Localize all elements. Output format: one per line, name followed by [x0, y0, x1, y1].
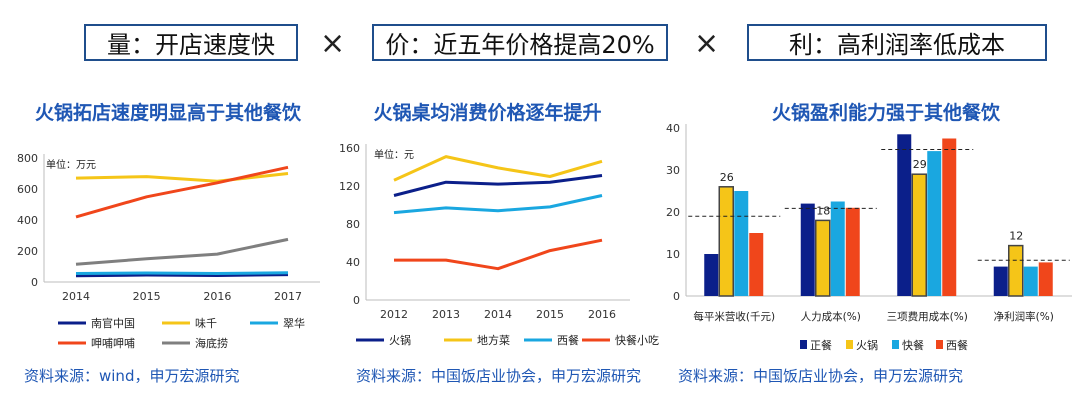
x-tick-label: 2015: [536, 308, 564, 321]
y-tick-label: 0: [31, 276, 38, 289]
series-line: [393, 174, 603, 197]
banner-price: 价：近五年价格提高20%: [372, 24, 668, 61]
x-tick-label: 净利润率(%): [994, 310, 1054, 323]
bar: [911, 173, 927, 297]
y-tick-label: 40: [346, 256, 360, 269]
y-tick-label: 40: [666, 122, 680, 135]
legend-label: 快餐: [902, 338, 924, 352]
banner-profit: 利：高利润率低成本: [747, 24, 1047, 61]
y-tick-label: 160: [339, 142, 360, 155]
bar: [749, 233, 764, 296]
chart-profitability: 0 10 20 30 40 26 每平米营收(千元) 18 人力成本(%) 29 三项费用成本(%)…: [666, 122, 1072, 352]
legend-label: 火锅: [389, 334, 411, 347]
series-line: [75, 165, 289, 219]
x-tick-label: 每平米营收(千元): [693, 310, 775, 323]
unit-label: 单位：元: [374, 148, 414, 161]
legend-label: 南官中国: [91, 316, 135, 330]
series-line: [75, 271, 289, 275]
y-tick-label: 0: [353, 294, 360, 307]
y-tick-label: 800: [17, 152, 38, 165]
chart-3-source: 资料来源：中国饭店业协会，申万宏源研究: [678, 367, 964, 385]
x-tick-label: 三项费用成本(%): [887, 310, 968, 323]
x-tick-label: 2015: [133, 290, 161, 303]
y-tick-label: 600: [17, 183, 38, 196]
bar: [1023, 266, 1038, 296]
bar: [1008, 244, 1024, 297]
bar: [942, 138, 957, 296]
chart-2-title: 火锅桌均消费价格逐年提升: [373, 102, 602, 124]
data-label: 12: [1009, 230, 1023, 243]
legend-swatch: [936, 340, 943, 349]
legend-swatch: [800, 340, 807, 349]
series-line: [75, 237, 289, 266]
bar: [1038, 262, 1053, 296]
bar: [815, 219, 831, 297]
times-icon: ×: [694, 26, 720, 61]
bar: [993, 266, 1008, 296]
x-tick-label: 人力成本(%): [801, 310, 861, 323]
legend-label: 地方菜: [477, 333, 510, 347]
chart-table-spend: 0 40 80 120 160 2012 2013 2014 2015 2016 单位：元火锅 地方菜…: [339, 142, 659, 347]
y-tick-label: 120: [339, 180, 360, 193]
data-label: 26: [720, 171, 734, 184]
legend-label: 快餐小吃: [615, 333, 659, 347]
data-label: 29: [913, 158, 927, 171]
series-line: [394, 238, 603, 271]
legend-label: 呷哺呷哺: [91, 337, 135, 350]
legend-label: 正餐: [810, 338, 832, 352]
bar: [897, 134, 912, 296]
legend-swatch: [892, 340, 899, 349]
x-tick-label: 2014: [62, 290, 90, 303]
bar: [800, 203, 815, 296]
legend-label: 海底捞: [195, 336, 228, 350]
y-tick-label: 10: [666, 248, 680, 261]
legend-label: 西餐: [557, 333, 579, 347]
y-tick-label: 400: [17, 214, 38, 227]
x-tick-label: 2016: [203, 290, 231, 303]
x-tick-label: 2017: [274, 290, 302, 303]
bar: [845, 207, 860, 296]
y-tick-label: 30: [666, 164, 680, 177]
legend-swatch: [846, 340, 853, 349]
banner-quantity: 量：开店速度快: [84, 24, 298, 61]
x-tick-label: 2014: [484, 308, 512, 321]
times-icon: ×: [320, 26, 346, 61]
bar: [830, 201, 845, 296]
legend-label: 味千: [195, 317, 217, 330]
unit-label: 单位：万元: [46, 158, 96, 171]
legend-label: 火锅: [856, 339, 878, 352]
x-tick-label: 2016: [588, 308, 616, 321]
y-tick-label: 80: [346, 218, 360, 231]
chart-1-title: 火锅拓店速度明显高于其他餐饮: [34, 102, 301, 124]
series-line: [393, 194, 603, 215]
x-tick-label: 2013: [432, 308, 460, 321]
bar: [734, 191, 749, 296]
series-line: [393, 155, 603, 182]
chart-2-source: 资料来源：中国饭店业协会，申万宏源研究: [356, 367, 642, 385]
legend-label: 西餐: [946, 338, 968, 352]
y-tick-label: 20: [666, 206, 680, 219]
chart-3-title: 火锅盈利能力强于其他餐饮: [771, 102, 1000, 124]
chart-1-source: 资料来源：wind，申万宏源研究: [24, 367, 240, 385]
bar: [718, 186, 734, 297]
x-tick-label: 2012: [380, 308, 408, 321]
series-line: [75, 172, 289, 183]
series-line: [75, 273, 289, 278]
bar: [704, 254, 719, 296]
y-tick-label: 200: [17, 245, 38, 258]
legend-label: 翠华: [283, 316, 305, 330]
data-label: 18: [816, 204, 830, 217]
y-tick-label: 0: [673, 290, 680, 303]
bar: [927, 151, 942, 296]
